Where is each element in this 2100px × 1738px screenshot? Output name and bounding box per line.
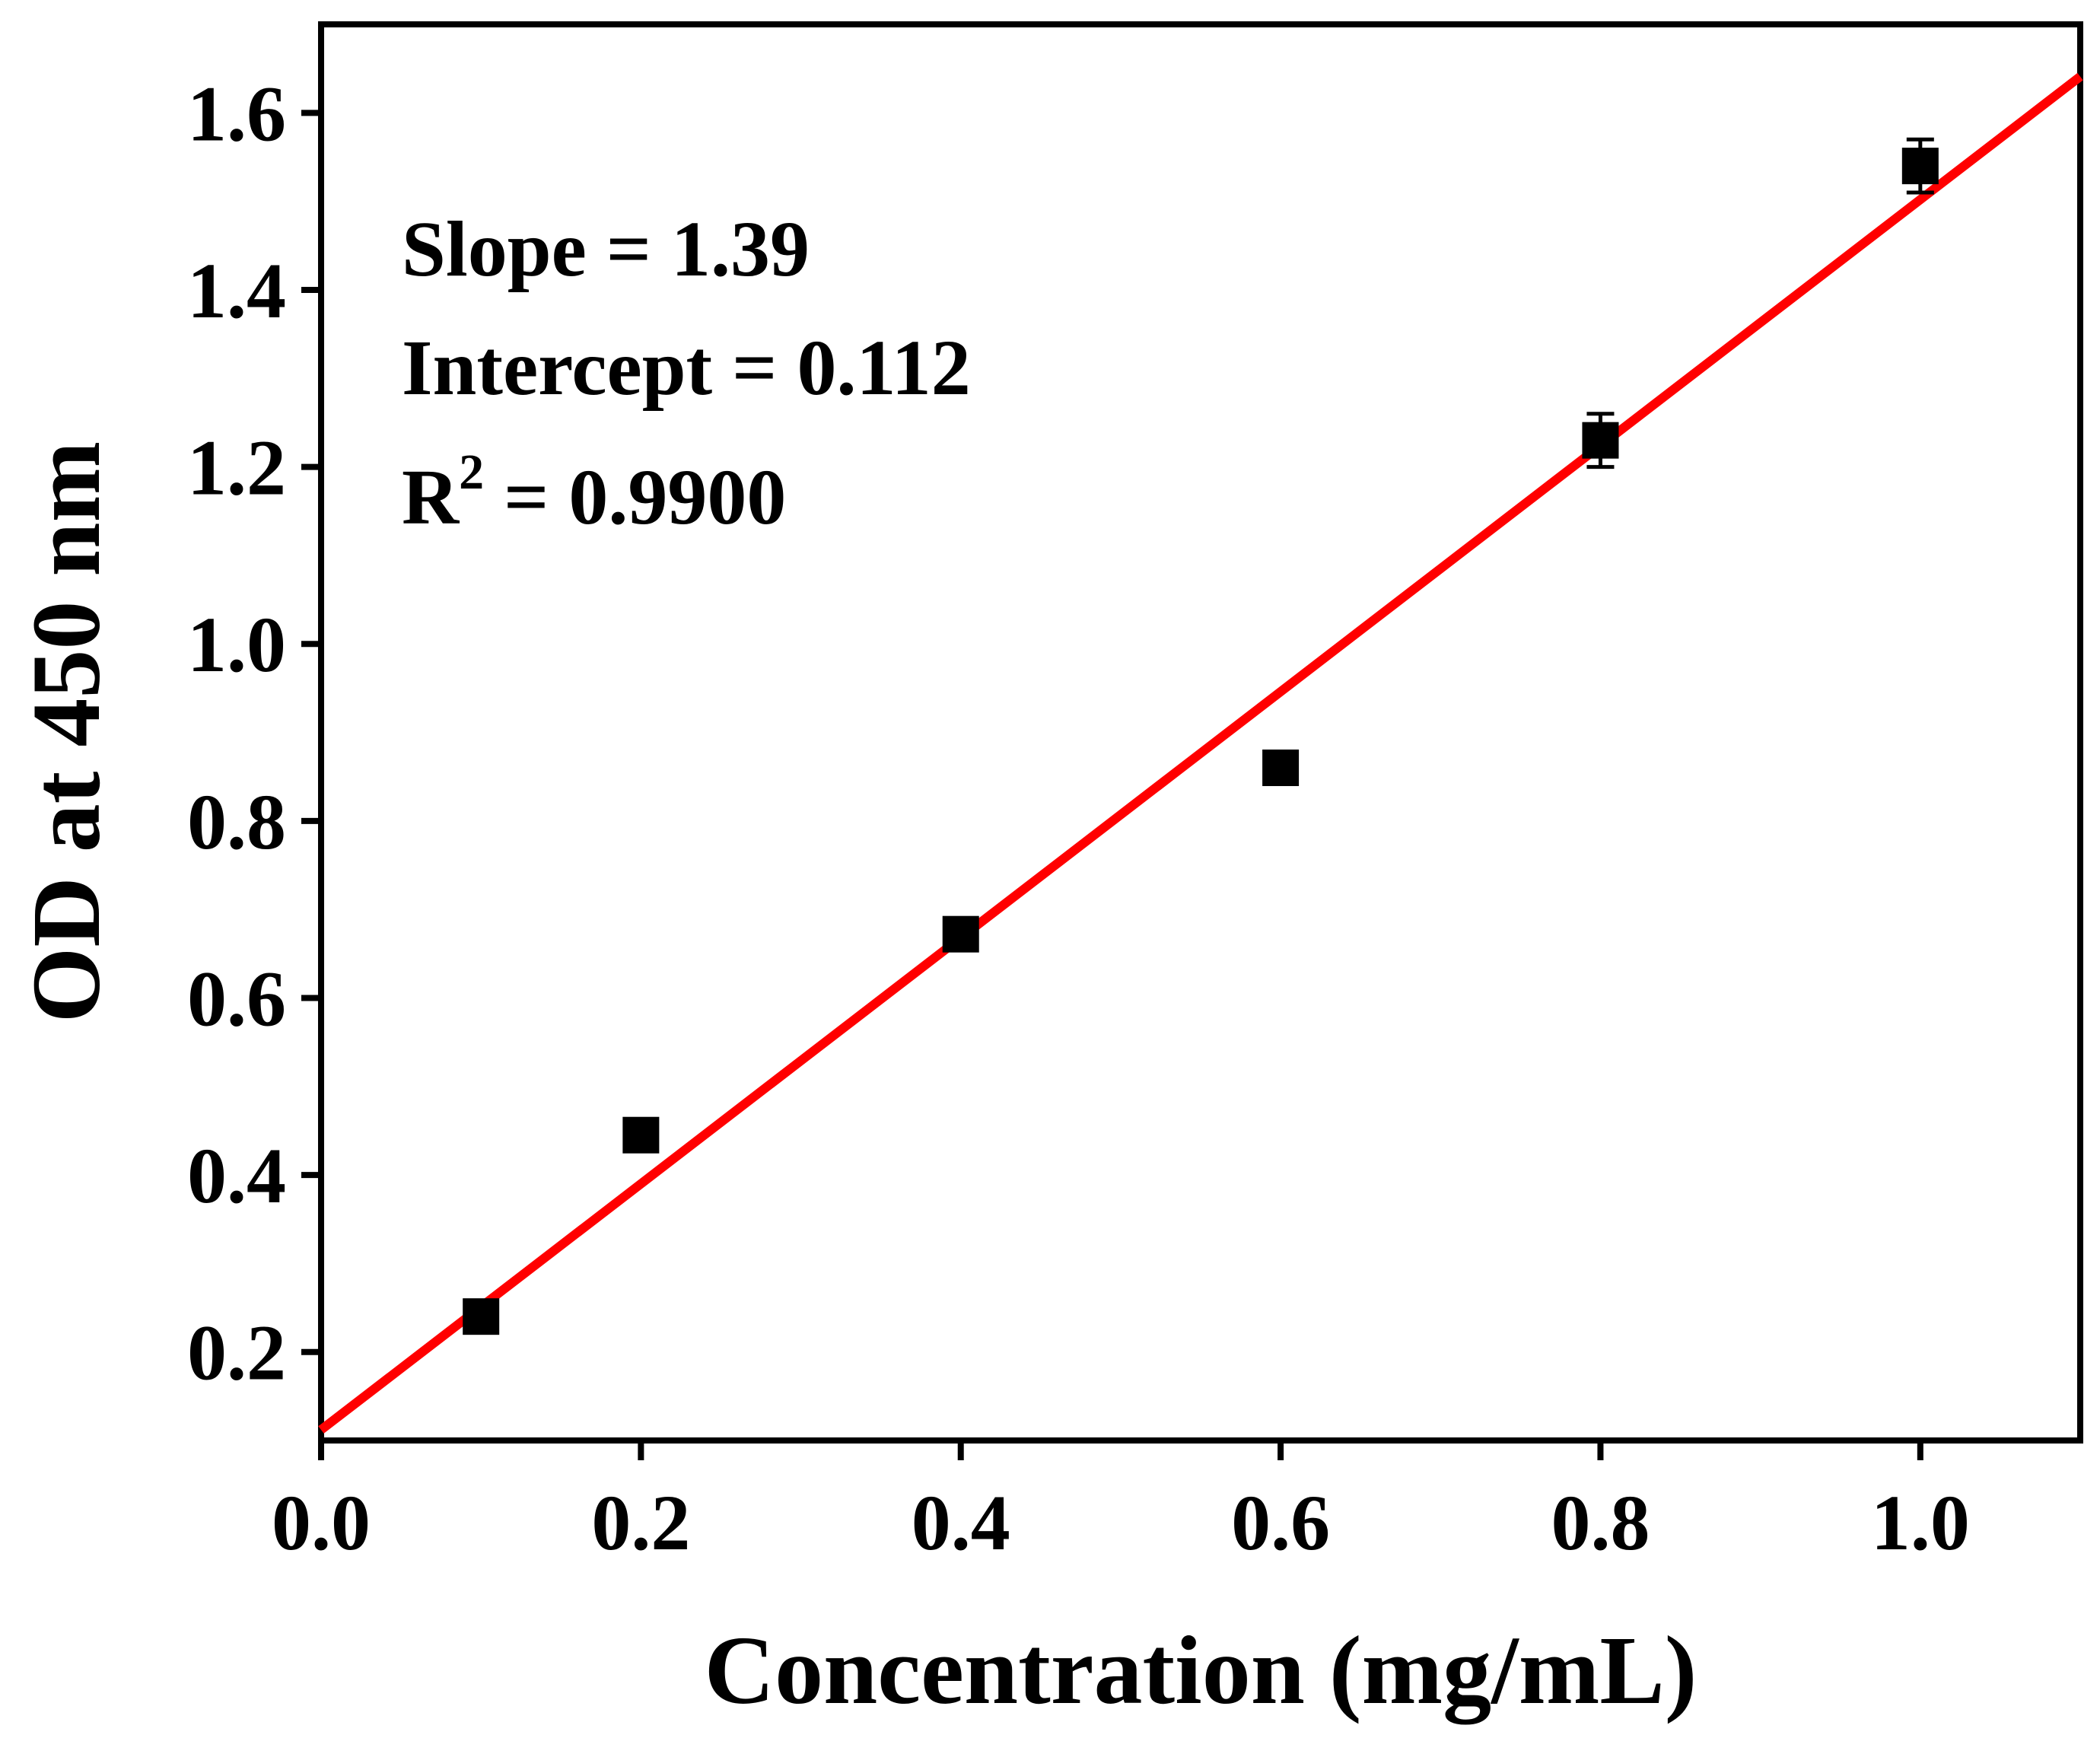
x-tick-label: 0.4 <box>912 1479 1010 1567</box>
y-axis-label: OD at 450 nm <box>12 441 120 1023</box>
y-tick-label: 1.6 <box>187 70 286 158</box>
data-point <box>622 1116 660 1154</box>
y-tick-label: 1.0 <box>187 601 286 689</box>
y-axis-ticks: 0.2 0.4 0.6 0.8 1.0 1.2 1.4 1.6 <box>187 70 321 1397</box>
intercept-annotation: Intercept = 0.112 <box>402 324 971 412</box>
x-tick-label: 0.8 <box>1551 1479 1650 1567</box>
plot-frame <box>318 21 2083 1444</box>
data-points-layer <box>463 137 1939 1335</box>
data-point <box>1901 148 1939 185</box>
y-tick-label: 0.2 <box>187 1310 286 1397</box>
data-point <box>1582 422 1619 459</box>
linear-fit-line <box>318 72 2083 1434</box>
y-tick-label: 0.4 <box>187 1132 286 1220</box>
y-tick-label: 1.4 <box>187 247 286 335</box>
y-tick-label: 0.8 <box>187 778 286 866</box>
data-point <box>463 1298 500 1335</box>
data-point <box>942 915 979 953</box>
slope-annotation: Slope = 1.39 <box>402 205 810 293</box>
x-axis-label: Concentration (mg/mL) <box>705 1616 1698 1724</box>
r-squared-annotation: R2 = 0.9900 <box>402 444 786 541</box>
fit-line-layer <box>318 72 2083 1434</box>
y-tick-label: 0.6 <box>187 955 286 1042</box>
y-tick-label: 1.2 <box>187 425 286 512</box>
r-squared-value: = 0.9900 <box>484 454 786 541</box>
x-axis-ticks: 0.0 0.2 0.4 0.6 0.8 1.0 <box>272 1440 1970 1567</box>
x-tick-label: 0.6 <box>1231 1479 1330 1567</box>
r-squared-superscript: 2 <box>459 444 484 500</box>
data-point <box>1262 750 1300 787</box>
x-tick-label: 1.0 <box>1871 1479 1970 1567</box>
x-tick-label: 0.2 <box>591 1479 690 1567</box>
r-squared-prefix: R <box>402 454 460 541</box>
x-tick-label: 0.0 <box>272 1479 371 1567</box>
